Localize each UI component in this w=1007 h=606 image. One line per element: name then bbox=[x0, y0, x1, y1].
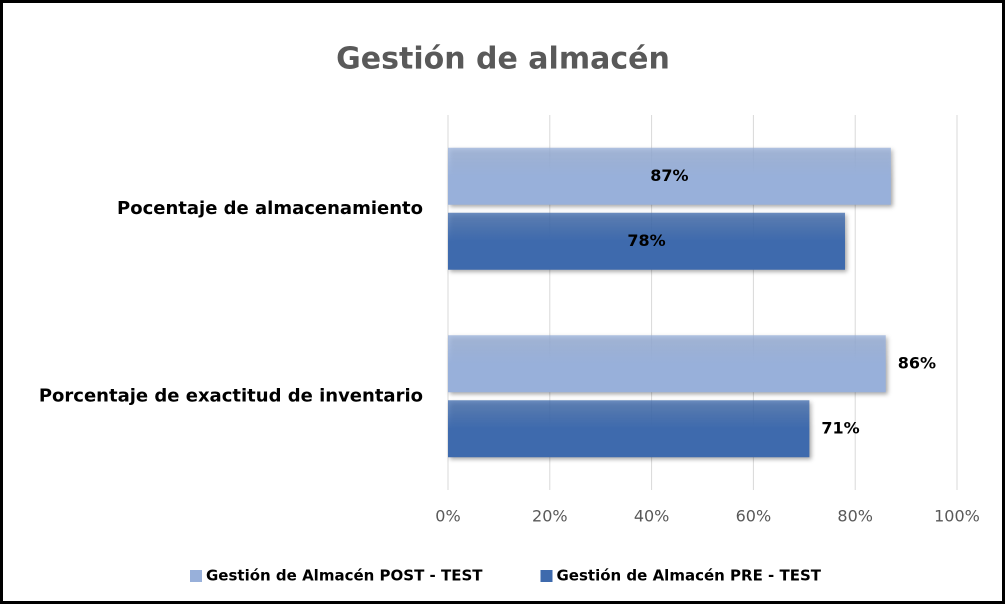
x-tick-label: 0% bbox=[435, 507, 460, 526]
x-tick-label: 20% bbox=[532, 507, 568, 526]
x-tick-label: 60% bbox=[736, 507, 772, 526]
y-tick-label: Porcentaje de exactitud de inventario bbox=[39, 385, 423, 406]
y-tick-label: Pocentaje de almacenamiento bbox=[117, 198, 423, 219]
legend-label: Gestión de Almacén POST - TEST bbox=[206, 567, 483, 585]
chart-title: Gestión de almacén bbox=[336, 42, 670, 77]
data-label: 71% bbox=[821, 418, 859, 437]
bar bbox=[448, 212, 846, 270]
bar bbox=[448, 400, 810, 458]
bar bbox=[448, 147, 891, 205]
legend-swatch bbox=[190, 570, 202, 582]
x-tick-label: 40% bbox=[634, 507, 670, 526]
data-label: 87% bbox=[650, 166, 688, 185]
x-tick-label: 100% bbox=[934, 507, 980, 526]
bar bbox=[448, 335, 886, 393]
legend-swatch bbox=[540, 570, 553, 582]
legend-label: Gestión de Almacén PRE - TEST bbox=[557, 567, 822, 585]
data-label: 86% bbox=[898, 353, 936, 372]
x-tick-label: 80% bbox=[837, 507, 873, 526]
data-label: 78% bbox=[627, 231, 665, 250]
